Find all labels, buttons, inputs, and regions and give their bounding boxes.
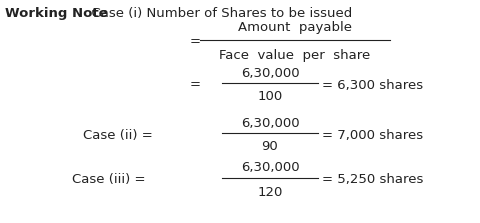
Text: Case (ii) =: Case (ii) = bbox=[83, 128, 153, 142]
Text: 90: 90 bbox=[261, 140, 278, 153]
Text: Case (i) Number of Shares to be issued: Case (i) Number of Shares to be issued bbox=[83, 6, 351, 19]
Text: = 7,000 shares: = 7,000 shares bbox=[321, 128, 422, 142]
Text: Working Note: Working Note bbox=[5, 6, 108, 19]
Text: 6,30,000: 6,30,000 bbox=[240, 161, 299, 175]
Text: = 5,250 shares: = 5,250 shares bbox=[321, 173, 422, 186]
Text: Face  value  per  share: Face value per share bbox=[219, 48, 370, 62]
Text: Amount  payable: Amount payable bbox=[238, 21, 351, 35]
Text: = 6,300 shares: = 6,300 shares bbox=[321, 78, 422, 91]
Text: 6,30,000: 6,30,000 bbox=[240, 116, 299, 130]
Text: 6,30,000: 6,30,000 bbox=[240, 66, 299, 80]
Text: =: = bbox=[189, 35, 200, 48]
Text: 100: 100 bbox=[257, 91, 282, 103]
Text: 120: 120 bbox=[257, 186, 282, 198]
Text: =: = bbox=[189, 78, 200, 91]
Text: Case (iii) =: Case (iii) = bbox=[72, 173, 145, 186]
